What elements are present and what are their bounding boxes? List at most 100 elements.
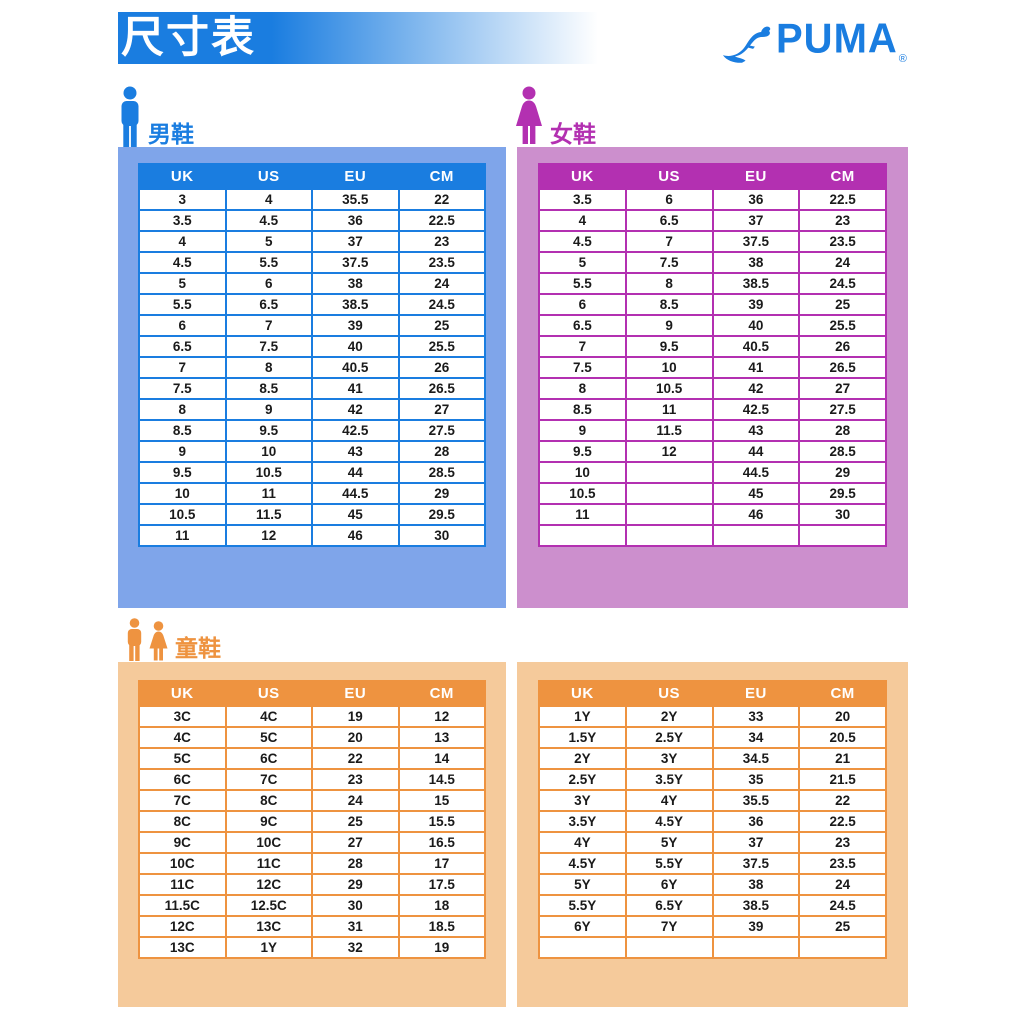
- table-cell: 36: [711, 810, 801, 833]
- registered-mark: ®: [898, 53, 907, 65]
- table-cell: 29: [311, 873, 400, 896]
- table-cell: 13C: [138, 936, 227, 959]
- table-row: 3.5 4.5 36 22.5: [138, 209, 486, 232]
- table-cell: 21: [798, 747, 887, 770]
- table-cell: 4Y: [538, 831, 627, 854]
- table-cell: 23: [311, 768, 400, 791]
- table-cell: 38: [711, 873, 801, 896]
- kids-size-table-left: UK US EU CM 3C 4C 19 12 4C 5C 20 13 5C 6C 22 14 6C 7C 23 14…: [138, 680, 486, 959]
- table-row: 7.5 10 41 26.5: [538, 356, 887, 379]
- table-cell: 46: [711, 503, 801, 526]
- table-cell: 37: [311, 230, 400, 253]
- page-title: 尺寸表: [121, 14, 256, 62]
- title-banner: 尺寸表: [118, 12, 598, 64]
- table-cell: 5.5: [538, 272, 627, 295]
- table-cell: 7Y: [624, 915, 714, 938]
- table-cell: 13: [397, 726, 486, 749]
- table-cell: 39: [311, 314, 400, 337]
- table-row: 1Y 2Y 33 20: [538, 705, 887, 728]
- table-cell: 10C: [138, 852, 227, 875]
- table-cell: 10: [224, 440, 313, 463]
- table-cell: 44: [711, 440, 801, 463]
- kids-section-header: 童鞋: [124, 617, 221, 661]
- table-cell: [711, 936, 801, 959]
- table-cell: 8: [624, 272, 714, 295]
- table-cell: 7: [224, 314, 313, 337]
- table-cell: 22: [798, 789, 887, 812]
- girl-icon: [149, 621, 168, 661]
- table-cell: 28: [397, 440, 486, 463]
- table-cell: 35: [711, 768, 801, 791]
- table-cell: 3.5Y: [624, 768, 714, 791]
- table-cell: 6Y: [624, 873, 714, 896]
- table-cell: 4.5Y: [538, 852, 627, 875]
- table-cell: 17.5: [397, 873, 486, 896]
- table-cell: 3.5: [538, 188, 627, 211]
- column-header: UK: [538, 163, 627, 190]
- table-cell: 22.5: [798, 188, 887, 211]
- table-cell: 10C: [224, 831, 313, 854]
- table-cell: 17: [397, 852, 486, 875]
- table-cell: 3C: [138, 705, 227, 728]
- table-cell: 20: [311, 726, 400, 749]
- table-cell: 38.5: [711, 894, 801, 917]
- table-cell: 4.5: [538, 230, 627, 253]
- table-cell: 10.5: [624, 377, 714, 400]
- table-cell: 25: [798, 915, 887, 938]
- table-cell: 7.5: [138, 377, 227, 400]
- table-cell: 25: [397, 314, 486, 337]
- table-cell: 28: [798, 419, 887, 442]
- table-cell: 2.5Y: [538, 768, 627, 791]
- table-cell: 8: [224, 356, 313, 379]
- table-cell: 45: [311, 503, 400, 526]
- table-cell: [538, 936, 627, 959]
- table-cell: 7.5: [538, 356, 627, 379]
- table-row: 5 7.5 38 24: [538, 251, 887, 274]
- table-cell: 12: [397, 705, 486, 728]
- table-row: 3.5 6 36 22.5: [538, 188, 887, 211]
- table-cell: 5Y: [624, 831, 714, 854]
- table-cell: [798, 936, 887, 959]
- table-cell: [624, 482, 714, 505]
- table-row: 12C 13C 31 18.5: [138, 915, 486, 938]
- table-cell: 7.5: [624, 251, 714, 274]
- table-cell: 6: [138, 314, 227, 337]
- table-cell: 19: [397, 936, 486, 959]
- header-row: UK US EU CM: [138, 163, 486, 190]
- column-header: US: [224, 163, 313, 190]
- table-cell: 5.5Y: [624, 852, 714, 875]
- boy-icon: [127, 618, 142, 661]
- table-row: 4.5 5.5 37.5 23.5: [138, 251, 486, 274]
- table-cell: 14: [397, 747, 486, 770]
- table-cell: 11C: [224, 852, 313, 875]
- table-cell: 29: [798, 461, 887, 484]
- table-row: 7C 8C 24 15: [138, 789, 486, 812]
- table-cell: [798, 524, 887, 547]
- table-cell: 13C: [224, 915, 313, 938]
- men-table-panel: UK US EU CM 3 4 35.5 22 3.5 4.5 36 22.5 4 5 37 23 4.5 5.5…: [118, 147, 506, 608]
- table-cell: 44.5: [711, 461, 801, 484]
- column-header: CM: [397, 680, 486, 707]
- table-cell: 41: [711, 356, 801, 379]
- table-cell: [624, 524, 714, 547]
- table-cell: 26: [798, 335, 887, 358]
- table-row: 4Y 5Y 37 23: [538, 831, 887, 854]
- table-cell: 29: [397, 482, 486, 505]
- table-cell: 5C: [138, 747, 227, 770]
- table-cell: 10: [138, 482, 227, 505]
- men-section-header: 男鞋: [117, 86, 194, 147]
- table-cell: 10: [624, 356, 714, 379]
- table-cell: 38.5: [711, 272, 801, 295]
- table-row: 8.5 9.5 42.5 27.5: [138, 419, 486, 442]
- table-cell: 7C: [138, 789, 227, 812]
- table-row: 9.5 12 44 28.5: [538, 440, 887, 463]
- table-cell: 18.5: [397, 915, 486, 938]
- women-section-header: 女鞋: [513, 86, 596, 147]
- table-cell: 42.5: [311, 419, 400, 442]
- table-cell: 38: [311, 272, 400, 295]
- table-cell: 33: [711, 705, 801, 728]
- table-cell: 12C: [138, 915, 227, 938]
- table-row: 5.5 6.5 38.5 24.5: [138, 293, 486, 316]
- table-cell: 22.5: [798, 810, 887, 833]
